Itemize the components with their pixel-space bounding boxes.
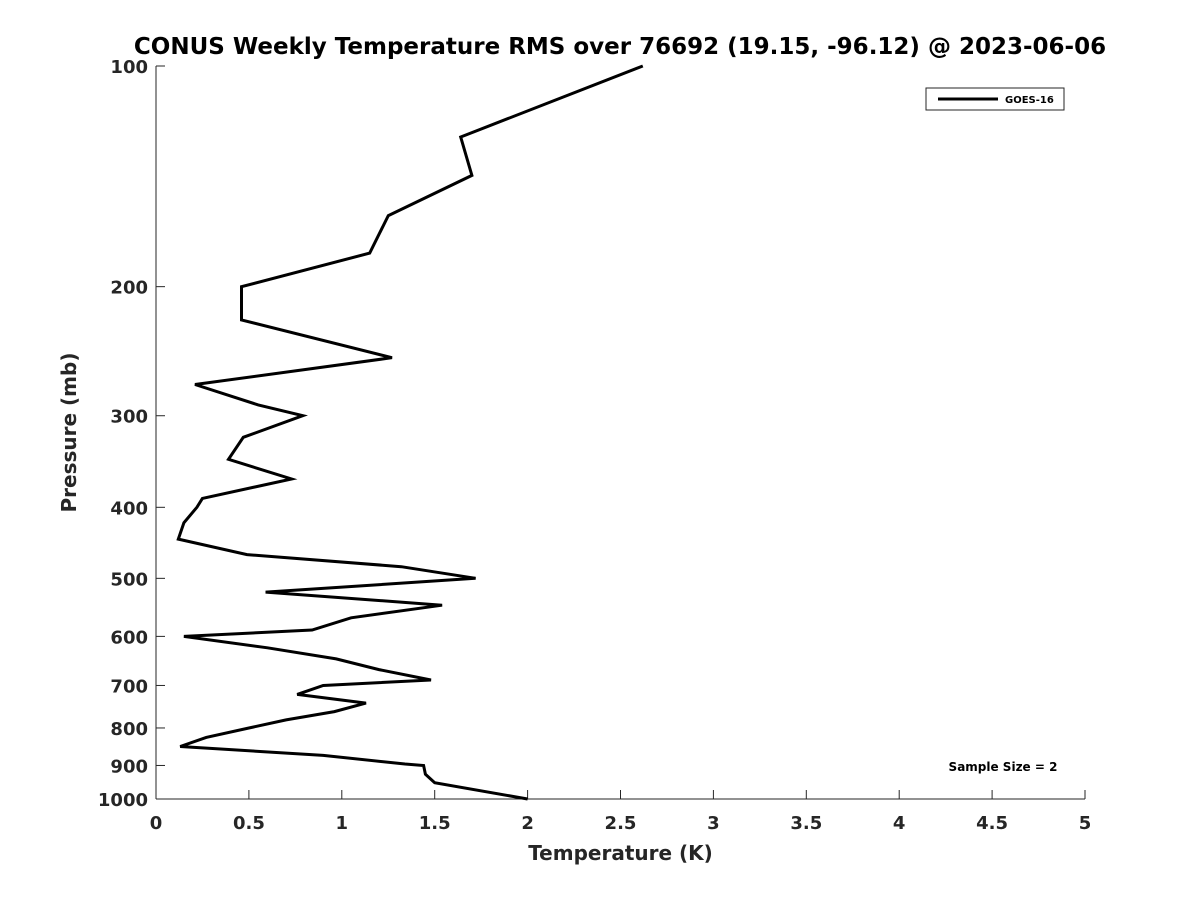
- axes: [155, 66, 1085, 800]
- y-tick-label: 700: [110, 676, 148, 697]
- sample-size-annotation: Sample Size = 2: [949, 760, 1058, 774]
- x-tick-label: 1.5: [419, 813, 451, 834]
- y-axis-label: Pressure (mb): [57, 353, 81, 513]
- x-axis-ticks: 0 0.5 1 1.5 2 2.5 3 3.5 4 4.5 5: [150, 790, 1092, 834]
- x-tick-label: 0.5: [233, 813, 265, 834]
- x-tick-label: 0: [150, 813, 163, 834]
- x-tick-label: 1: [336, 813, 349, 834]
- y-tick-label: 800: [110, 719, 148, 740]
- x-tick-label: 4: [893, 813, 906, 834]
- y-tick-label: 200: [110, 278, 148, 299]
- x-tick-label: 5: [1079, 813, 1092, 834]
- x-tick-label: 2.5: [605, 813, 637, 834]
- x-tick-label: 3: [707, 813, 720, 834]
- legend-label: GOES-16: [1005, 95, 1054, 106]
- x-tick-label: 3.5: [790, 813, 822, 834]
- x-axis-label: Temperature (K): [528, 841, 713, 865]
- y-tick-label: 1000: [98, 790, 148, 811]
- y-tick-label: 400: [110, 498, 148, 519]
- chart-title: CONUS Weekly Temperature RMS over 76692 …: [134, 34, 1106, 60]
- legend: GOES-16: [925, 87, 1065, 111]
- y-tick-label: 900: [110, 756, 148, 777]
- y-tick-label: 100: [110, 57, 148, 78]
- y-tick-label: 600: [110, 627, 148, 648]
- y-tick-label: 300: [110, 407, 148, 428]
- series-layer: [176, 64, 644, 801]
- x-tick-label: 4.5: [976, 813, 1008, 834]
- series-line-goes-16: [176, 64, 644, 801]
- x-tick-label: 2: [521, 813, 534, 834]
- y-axis-ticks: 100 200 300 400 500 600 700 800 900 1000: [98, 57, 165, 811]
- y-tick-label: 500: [110, 569, 148, 590]
